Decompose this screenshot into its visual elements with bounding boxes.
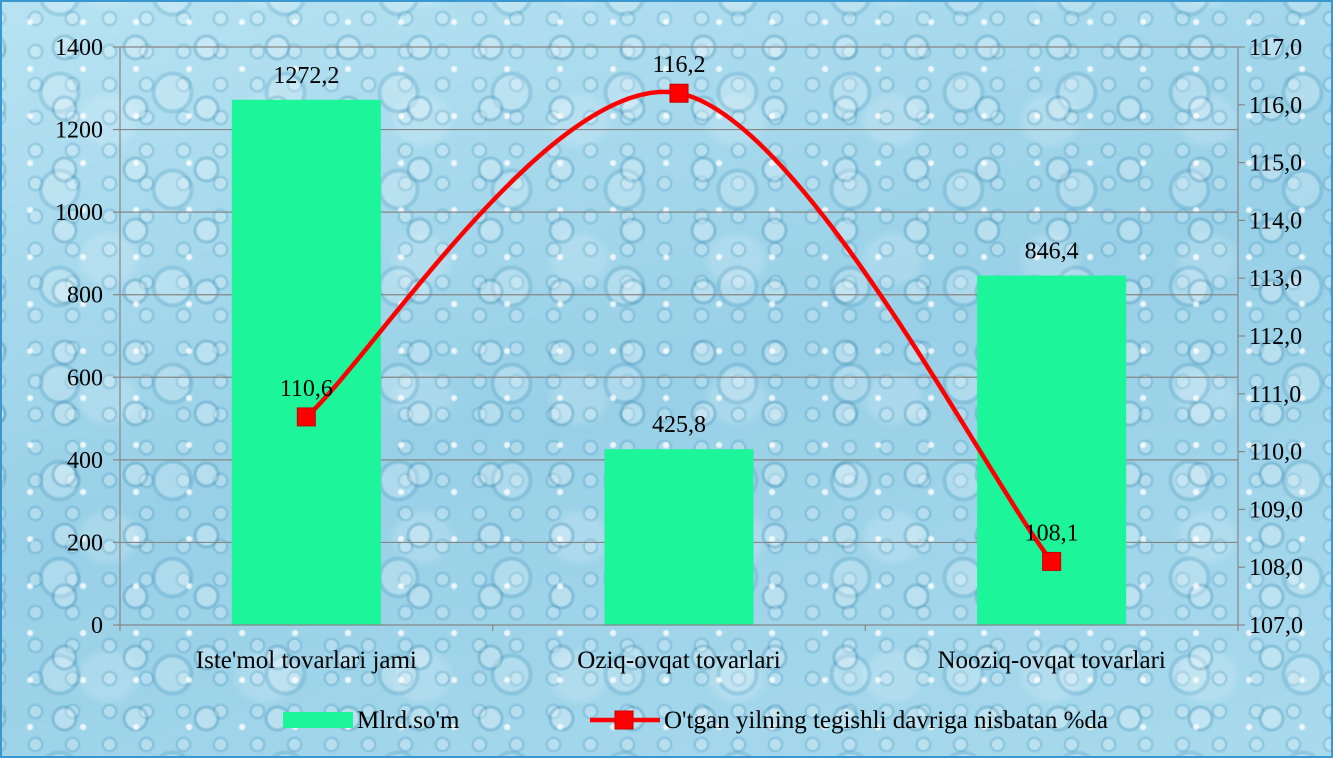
legend-label-line: O'tgan yilning tegishli davriga nisbatan…	[664, 707, 1108, 734]
right-axis-tick-label: 111,0	[1249, 382, 1301, 408]
right-axis-tick-label: 115,0	[1249, 151, 1302, 177]
legend-item-bars: Mlrd.so'm	[283, 707, 460, 734]
legend-swatch-bars	[283, 712, 353, 728]
legend-label-bars: Mlrd.so'm	[357, 707, 460, 734]
left-axis-tick-label: 200	[67, 530, 103, 556]
left-axis-tick-label: 400	[67, 448, 103, 474]
right-axis-tick-label: 117,0	[1249, 35, 1302, 61]
bar	[604, 449, 754, 625]
line-data-label: 116,2	[652, 52, 705, 78]
line-marker	[1042, 551, 1062, 571]
bar-data-label: 425,8	[652, 412, 706, 438]
right-axis-tick-label: 113,0	[1249, 266, 1302, 292]
left-axis-tick-label: 800	[67, 283, 103, 309]
right-axis-tick-label: 109,0	[1249, 497, 1303, 523]
left-axis-tick-label: 600	[67, 365, 103, 391]
left-axis-tick-label: 1000	[55, 200, 103, 226]
left-axis-tick-label: 0	[91, 613, 103, 639]
right-axis-tick-label: 112,0	[1249, 324, 1302, 350]
x-axis-category-label: Nooziq-ovqat tovarlari	[937, 647, 1165, 674]
line-marker	[669, 83, 689, 103]
right-axis-tick-label: 108,0	[1249, 555, 1303, 581]
legend-item-line: O'tgan yilning tegishli davriga nisbatan…	[590, 707, 1108, 734]
line-data-label: 110,6	[280, 376, 333, 402]
bar-data-label: 846,4	[1025, 239, 1079, 265]
x-axis-category-label: Oziq-ovqat tovarlari	[577, 647, 780, 674]
bar	[977, 275, 1127, 625]
bar-series	[231, 99, 1127, 626]
right-axis-tick-label: 110,0	[1249, 440, 1302, 466]
right-axis-tick-label: 116,0	[1249, 93, 1302, 119]
line-marker	[296, 407, 316, 427]
x-axis-category-label: Iste'mol tovarlari jami	[196, 647, 417, 674]
legend: Mlrd.so'm O'tgan yilning tegishli davrig…	[283, 707, 1108, 734]
left-axis-tick-label: 1400	[55, 35, 103, 61]
line-series	[296, 83, 1062, 571]
data-labels: 1272,2 425,8 846,4 110,6 116,2 108,1	[273, 52, 1078, 546]
axes: 0 200 400 600 800 1000 1200 1400 107,0 108,0 109,0…	[55, 35, 1303, 674]
legend-marker-swatch	[614, 710, 634, 730]
left-axis-tick-label: 1200	[55, 118, 103, 144]
line-data-label: 108,1	[1025, 520, 1079, 546]
right-axis-tick-label: 114,0	[1249, 208, 1302, 234]
right-axis-tick-label: 107,0	[1249, 613, 1303, 639]
bar	[231, 99, 381, 626]
bar-data-label: 1272,2	[273, 63, 339, 89]
